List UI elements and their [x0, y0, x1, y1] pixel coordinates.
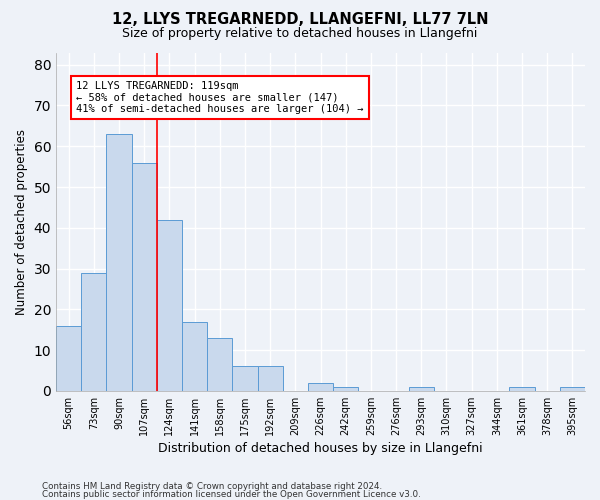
- Text: 12, LLYS TREGARNEDD, LLANGEFNI, LL77 7LN: 12, LLYS TREGARNEDD, LLANGEFNI, LL77 7LN: [112, 12, 488, 28]
- Bar: [232, 366, 257, 391]
- Bar: [182, 322, 207, 391]
- Bar: [56, 326, 81, 391]
- Bar: [106, 134, 131, 391]
- Bar: [409, 386, 434, 391]
- Text: Contains HM Land Registry data © Crown copyright and database right 2024.: Contains HM Land Registry data © Crown c…: [42, 482, 382, 491]
- X-axis label: Distribution of detached houses by size in Llangefni: Distribution of detached houses by size …: [158, 442, 483, 455]
- Bar: [308, 382, 333, 391]
- Text: 12 LLYS TREGARNEDD: 119sqm
← 58% of detached houses are smaller (147)
41% of sem: 12 LLYS TREGARNEDD: 119sqm ← 58% of deta…: [76, 81, 364, 114]
- Bar: [157, 220, 182, 391]
- Bar: [207, 338, 232, 391]
- Bar: [257, 366, 283, 391]
- Bar: [131, 162, 157, 391]
- Text: Size of property relative to detached houses in Llangefni: Size of property relative to detached ho…: [122, 28, 478, 40]
- Bar: [81, 272, 106, 391]
- Y-axis label: Number of detached properties: Number of detached properties: [15, 128, 28, 314]
- Bar: [509, 386, 535, 391]
- Text: Contains public sector information licensed under the Open Government Licence v3: Contains public sector information licen…: [42, 490, 421, 499]
- Bar: [560, 386, 585, 391]
- Bar: [333, 386, 358, 391]
